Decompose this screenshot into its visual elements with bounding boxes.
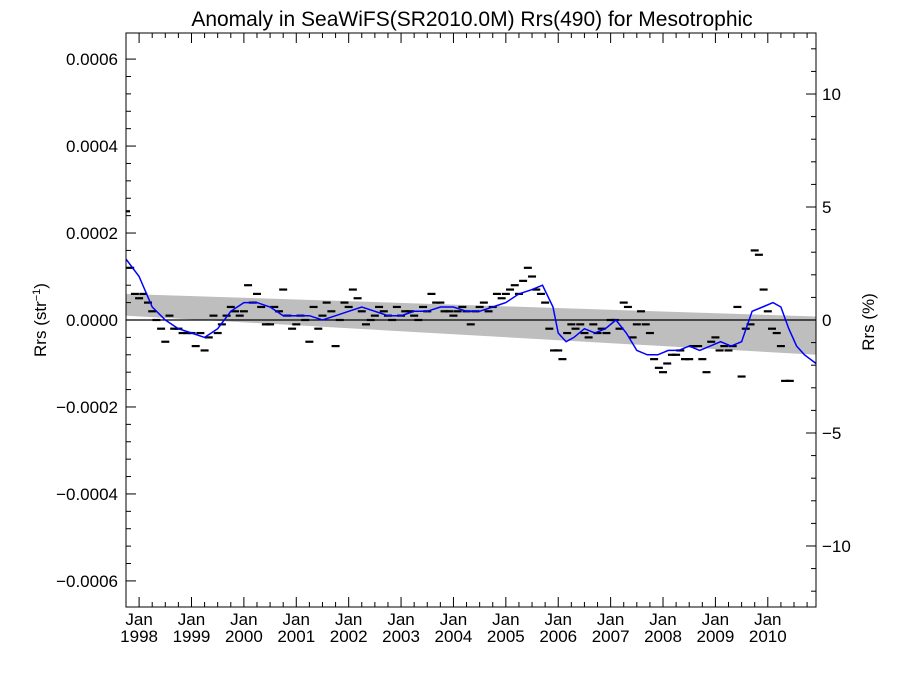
- y-left-tick-label: 0.0002: [66, 224, 118, 243]
- x-tick-year-label: 2002: [330, 627, 368, 646]
- x-tick-year-label: 1999: [173, 627, 211, 646]
- x-tick-month-label: Jan: [545, 610, 572, 629]
- y-axis-left-label: Rrs (str−1): [31, 283, 50, 357]
- y-right-tick-label: −5: [822, 424, 841, 443]
- y-right-tick-label: 0: [822, 311, 831, 330]
- x-tick-month-label: Jan: [754, 610, 781, 629]
- x-tick-month-label: Jan: [230, 610, 257, 629]
- x-tick-year-label: 2008: [644, 627, 682, 646]
- x-tick-month-label: Jan: [335, 610, 362, 629]
- x-tick-year-label: 2010: [749, 627, 787, 646]
- x-tick-year-label: 2003: [382, 627, 420, 646]
- x-tick-year-label: 2004: [435, 627, 473, 646]
- x-tick-month-label: Jan: [387, 610, 414, 629]
- x-tick-year-label: 2006: [539, 627, 577, 646]
- x-tick-year-label: 2000: [225, 627, 263, 646]
- plot-layer: [126, 210, 816, 382]
- x-tick-month-label: Jan: [649, 610, 676, 629]
- y-left-tick-label: −0.0002: [56, 398, 118, 417]
- x-tick-month-label: Jan: [440, 610, 467, 629]
- x-tick-year-label: 2001: [277, 627, 315, 646]
- smoothed-series-line: [126, 258, 816, 365]
- x-tick-year-label: 2009: [696, 627, 734, 646]
- x-tick-month-label: Jan: [597, 610, 624, 629]
- x-tick-year-label: 1998: [120, 627, 158, 646]
- x-tick-year-label: 2005: [487, 627, 525, 646]
- x-tick-month-label: Jan: [492, 610, 519, 629]
- y-left-tick-label: 0.0004: [66, 137, 118, 156]
- y-left-tick-label: 0.0006: [66, 50, 118, 69]
- x-tick-month-label: Jan: [178, 610, 205, 629]
- y-axis-right: 10 5 0 −5 −10: [806, 48, 851, 592]
- y-right-tick-label: 5: [822, 198, 831, 217]
- chart-title: Anomaly in SeaWiFS(SR2010.0M) Rrs(490) f…: [191, 8, 752, 31]
- x-tick-month-label: Jan: [283, 610, 310, 629]
- y-right-tick-label: −10: [822, 537, 851, 556]
- x-axis: Jan1998Jan1999Jan2000Jan2001Jan2002Jan20…: [120, 33, 808, 646]
- y-axis-left: 0.0006 0.0004 0.0002 0.0000 −0.0002 −0.0004 −0…: [56, 50, 136, 591]
- x-tick-month-label: Jan: [702, 610, 729, 629]
- y-right-tick-label: 10: [822, 85, 841, 104]
- y-left-tick-label: −0.0004: [56, 485, 118, 504]
- x-tick-year-label: 2007: [592, 627, 630, 646]
- x-tick-month-label: Jan: [125, 610, 152, 629]
- y-left-tick-label: −0.0006: [56, 572, 118, 591]
- y-left-tick-label: 0.0000: [66, 311, 118, 330]
- y-axis-right-label: Rrs (%): [859, 293, 878, 351]
